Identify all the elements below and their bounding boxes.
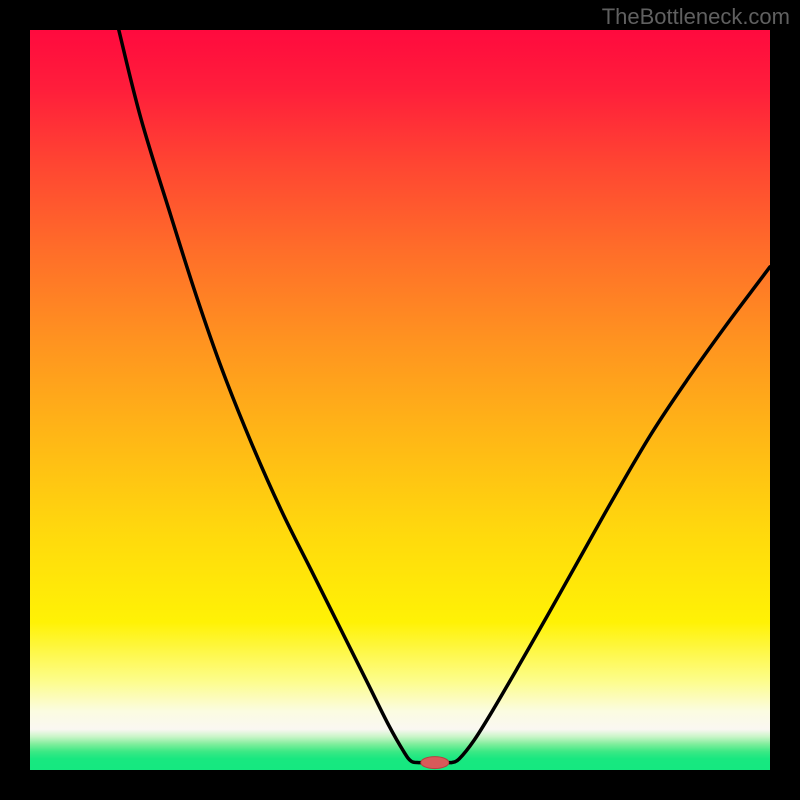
chart-container: TheBottleneck.com (0, 0, 800, 800)
plot-background (30, 30, 770, 770)
minimum-marker (421, 757, 449, 769)
watermark-text: TheBottleneck.com (602, 4, 790, 30)
bottleneck-chart (0, 0, 800, 800)
